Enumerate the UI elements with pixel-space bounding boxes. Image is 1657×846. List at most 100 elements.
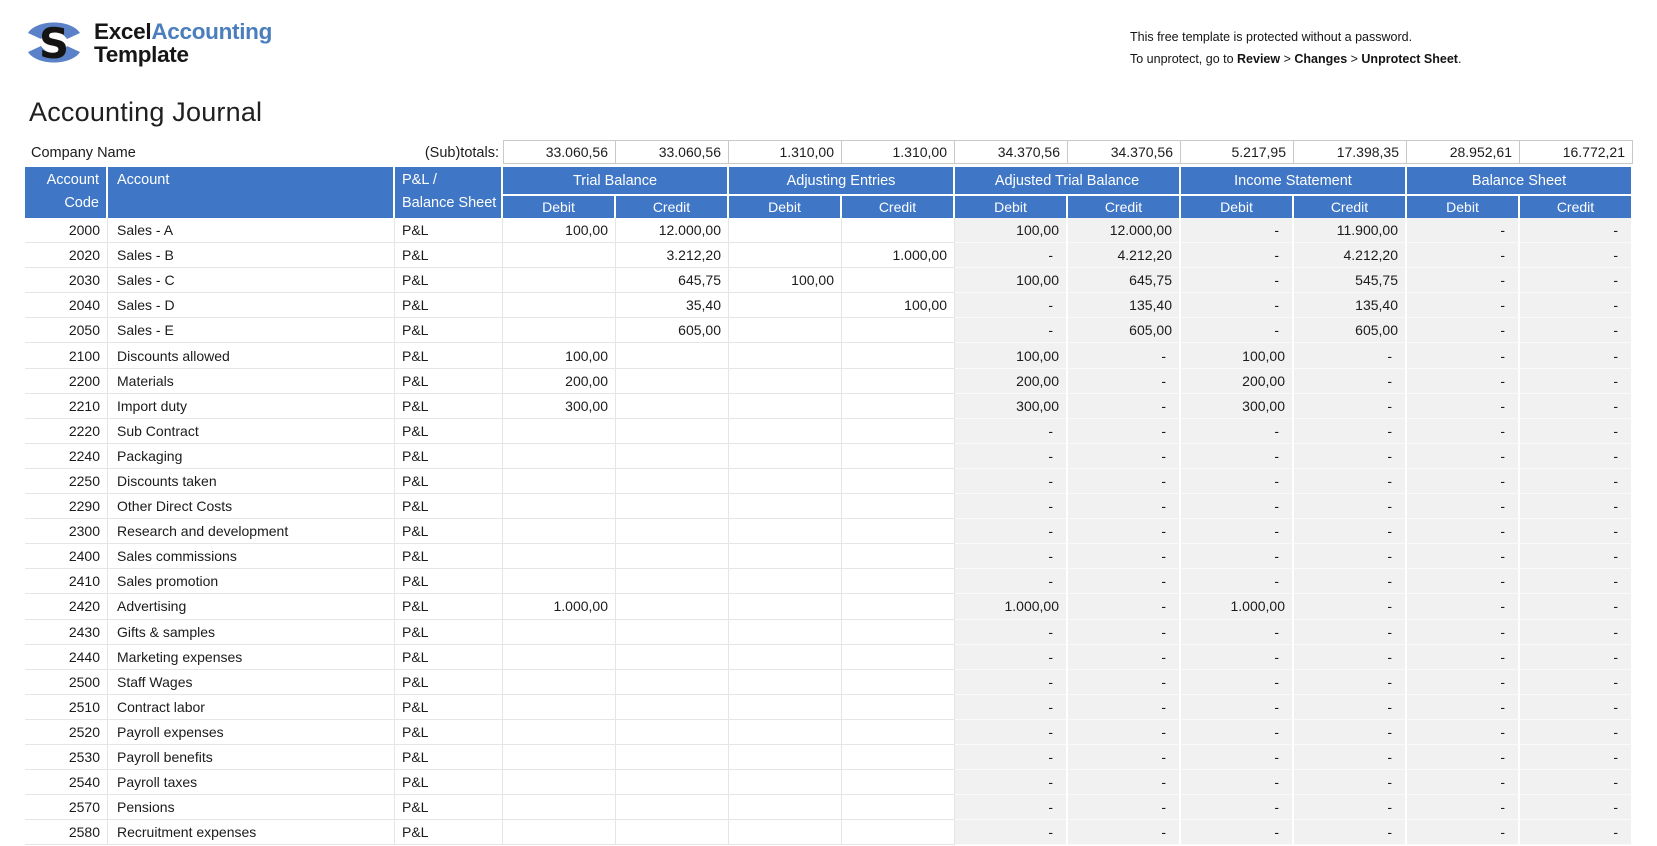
account-name-cell[interactable]: Sales promotion <box>108 569 395 595</box>
account-code-cell[interactable]: 2250 <box>25 468 108 495</box>
trial-balance-credit-cell[interactable]: 605,00 <box>616 318 729 344</box>
adjusting-entries-credit-cell[interactable] <box>842 318 955 344</box>
trial-balance-credit-cell[interactable] <box>616 468 729 495</box>
account-name-cell[interactable]: Sales - D <box>108 293 395 319</box>
account-name-cell[interactable]: Sales - A <box>108 218 395 244</box>
trial-balance-credit-cell[interactable]: 645,75 <box>616 268 729 294</box>
adjusting-entries-credit-cell[interactable] <box>842 468 955 495</box>
trial-balance-debit-cell[interactable] <box>503 669 616 695</box>
account-name-cell[interactable]: Payroll taxes <box>108 770 395 796</box>
adjusting-entries-credit-cell[interactable] <box>842 343 955 369</box>
adjusting-entries-credit-cell[interactable]: 1.000,00 <box>842 243 955 269</box>
account-code-cell[interactable]: 2240 <box>25 443 108 469</box>
pl-balance-cell[interactable]: P&L <box>395 443 503 469</box>
trial-balance-debit-cell[interactable] <box>503 468 616 495</box>
adjusting-entries-credit-cell[interactable] <box>842 820 955 846</box>
trial-balance-credit-cell[interactable] <box>616 343 729 369</box>
account-name-cell[interactable]: Pensions <box>108 795 395 821</box>
adjusting-entries-credit-cell[interactable] <box>842 644 955 670</box>
trial-balance-credit-cell[interactable] <box>616 393 729 419</box>
trial-balance-credit-cell[interactable] <box>616 694 729 720</box>
trial-balance-credit-cell[interactable]: 3.212,20 <box>616 243 729 269</box>
pl-balance-cell[interactable]: P&L <box>395 293 503 319</box>
adjusting-entries-credit-cell[interactable] <box>842 494 955 520</box>
adjusting-entries-credit-cell[interactable] <box>842 669 955 695</box>
trial-balance-debit-cell[interactable] <box>503 569 616 595</box>
account-code-cell[interactable]: 2210 <box>25 393 108 419</box>
adjusting-entries-credit-cell[interactable] <box>842 268 955 294</box>
trial-balance-credit-cell[interactable] <box>616 795 729 821</box>
pl-balance-cell[interactable]: P&L <box>395 744 503 771</box>
pl-balance-cell[interactable]: P&L <box>395 820 503 846</box>
trial-balance-credit-cell[interactable] <box>616 569 729 595</box>
account-code-cell[interactable]: 2000 <box>25 218 108 244</box>
adjusting-entries-credit-cell[interactable] <box>842 544 955 570</box>
trial-balance-credit-cell[interactable] <box>616 820 729 846</box>
adjusting-entries-debit-cell[interactable] <box>729 368 842 394</box>
adjusting-entries-credit-cell[interactable] <box>842 418 955 444</box>
trial-balance-credit-cell[interactable]: 35,40 <box>616 293 729 319</box>
adjusting-entries-credit-cell[interactable] <box>842 719 955 745</box>
adjusting-entries-debit-cell[interactable] <box>729 218 842 244</box>
trial-balance-credit-cell[interactable]: 12.000,00 <box>616 218 729 244</box>
pl-balance-cell[interactable]: P&L <box>395 669 503 695</box>
trial-balance-debit-cell[interactable] <box>503 243 616 269</box>
adjusting-entries-credit-cell[interactable] <box>842 744 955 771</box>
adjusting-entries-debit-cell[interactable] <box>729 569 842 595</box>
adjusting-entries-credit-cell[interactable] <box>842 218 955 244</box>
account-name-cell[interactable]: Advertising <box>108 594 395 620</box>
pl-balance-cell[interactable]: P&L <box>395 494 503 520</box>
trial-balance-debit-cell[interactable] <box>503 268 616 294</box>
trial-balance-credit-cell[interactable] <box>616 669 729 695</box>
adjusting-entries-credit-cell[interactable] <box>842 368 955 394</box>
pl-balance-cell[interactable]: P&L <box>395 694 503 720</box>
pl-balance-cell[interactable]: P&L <box>395 795 503 821</box>
account-name-cell[interactable]: Sales - E <box>108 318 395 344</box>
account-name-cell[interactable]: Marketing expenses <box>108 644 395 670</box>
adjusting-entries-debit-cell[interactable] <box>729 418 842 444</box>
account-name-cell[interactable]: Payroll expenses <box>108 719 395 745</box>
trial-balance-debit-cell[interactable] <box>503 544 616 570</box>
account-name-cell[interactable]: Materials <box>108 368 395 394</box>
account-code-cell[interactable]: 2040 <box>25 293 108 319</box>
account-code-cell[interactable]: 2030 <box>25 268 108 294</box>
adjusting-entries-debit-cell[interactable] <box>729 318 842 344</box>
account-code-cell[interactable]: 2100 <box>25 343 108 369</box>
account-name-cell[interactable]: Payroll benefits <box>108 744 395 771</box>
account-code-cell[interactable]: 2420 <box>25 594 108 620</box>
adjusting-entries-debit-cell[interactable] <box>729 544 842 570</box>
account-name-cell[interactable]: Sales commissions <box>108 544 395 570</box>
adjusting-entries-credit-cell[interactable] <box>842 619 955 645</box>
adjusting-entries-debit-cell[interactable] <box>729 770 842 796</box>
pl-balance-cell[interactable]: P&L <box>395 770 503 796</box>
adjusting-entries-debit-cell[interactable]: 100,00 <box>729 268 842 294</box>
trial-balance-debit-cell[interactable] <box>503 443 616 469</box>
pl-balance-cell[interactable]: P&L <box>395 719 503 745</box>
adjusting-entries-debit-cell[interactable] <box>729 443 842 469</box>
trial-balance-debit-cell[interactable]: 100,00 <box>503 218 616 244</box>
pl-balance-cell[interactable]: P&L <box>395 619 503 645</box>
account-name-cell[interactable]: Packaging <box>108 443 395 469</box>
pl-balance-cell[interactable]: P&L <box>395 468 503 495</box>
account-name-cell[interactable]: Recruitment expenses <box>108 820 395 846</box>
trial-balance-credit-cell[interactable] <box>616 594 729 620</box>
adjusting-entries-credit-cell[interactable]: 100,00 <box>842 293 955 319</box>
trial-balance-debit-cell[interactable] <box>503 820 616 846</box>
trial-balance-credit-cell[interactable] <box>616 619 729 645</box>
trial-balance-credit-cell[interactable] <box>616 644 729 670</box>
adjusting-entries-credit-cell[interactable] <box>842 393 955 419</box>
trial-balance-debit-cell[interactable] <box>503 719 616 745</box>
account-code-cell[interactable]: 2300 <box>25 519 108 545</box>
trial-balance-debit-cell[interactable]: 1.000,00 <box>503 594 616 620</box>
adjusting-entries-debit-cell[interactable] <box>729 519 842 545</box>
trial-balance-debit-cell[interactable] <box>503 744 616 771</box>
trial-balance-credit-cell[interactable] <box>616 719 729 745</box>
account-code-cell[interactable]: 2400 <box>25 544 108 570</box>
trial-balance-debit-cell[interactable] <box>503 293 616 319</box>
trial-balance-credit-cell[interactable] <box>616 770 729 796</box>
adjusting-entries-credit-cell[interactable] <box>842 770 955 796</box>
account-name-cell[interactable]: Discounts taken <box>108 468 395 495</box>
trial-balance-debit-cell[interactable] <box>503 644 616 670</box>
pl-balance-cell[interactable]: P&L <box>395 368 503 394</box>
account-code-cell[interactable]: 2050 <box>25 318 108 344</box>
